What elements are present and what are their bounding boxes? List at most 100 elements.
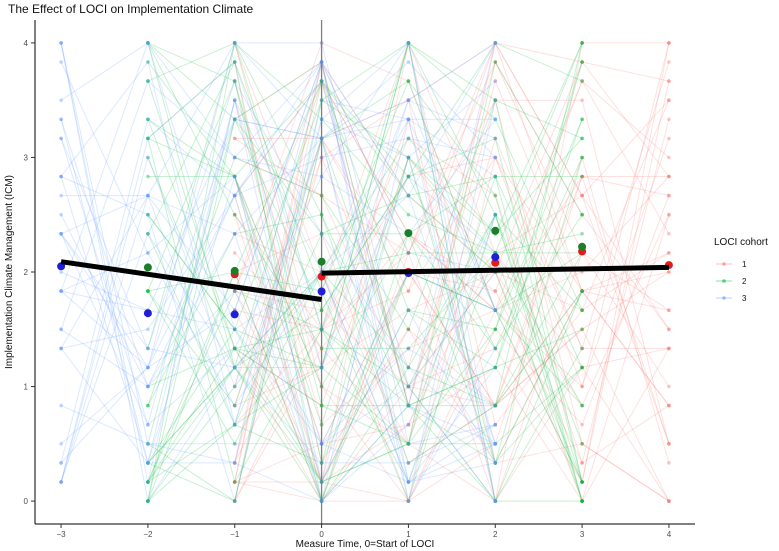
- trajectory-point-cohort-2: [580, 403, 584, 408]
- trajectory-point-cohort-3: [493, 461, 498, 465]
- trajectory-point-cohort-3: [493, 41, 498, 45]
- trajectory-line-cohort-2: [147, 61, 583, 483]
- trajectory-line-cohort-1: [234, 61, 670, 483]
- trajectory-point-cohort-3: [232, 155, 237, 160]
- trajectory-point-cohort-3: [146, 136, 150, 141]
- trajectory-point-cohort-2: [232, 365, 237, 370]
- trajectory-point-cohort-2: [493, 212, 498, 217]
- trajectory-point-cohort-3: [146, 422, 150, 427]
- trajectory-point-cohort-1: [406, 365, 411, 370]
- trajectory-point-cohort-1: [232, 289, 237, 293]
- mean-point-cohort-2: [230, 266, 239, 275]
- trajectory-point-cohort-3: [232, 174, 237, 179]
- trajectory-point-cohort-1: [232, 499, 237, 503]
- trajectory-point-cohort-3: [59, 461, 63, 465]
- trajectory-point-cohort-3: [59, 327, 63, 332]
- trajectory-point-cohort-2: [580, 41, 584, 45]
- trajectory-point-cohort-1: [406, 499, 411, 503]
- trajectory-point-cohort-2: [146, 461, 150, 465]
- trajectory-point-cohort-2: [406, 461, 411, 465]
- trajectory-line-cohort-3: [60, 60, 496, 464]
- trajectory-line-cohort-2: [147, 42, 583, 502]
- x-tick-label: 3: [580, 530, 585, 539]
- trajectory-point-cohort-3: [59, 442, 63, 446]
- trajectory-point-cohort-2: [146, 212, 150, 217]
- trajectory-point-cohort-1: [232, 174, 237, 179]
- trajectory-line-cohort-3: [60, 118, 496, 311]
- trajectory-point-cohort-1: [493, 41, 498, 45]
- trajectory-line-cohort-2: [147, 157, 583, 503]
- trajectory-point-cohort-3: [146, 251, 150, 255]
- y-ticks: 0 1 2 3 4: [24, 39, 35, 506]
- trajectory-point-cohort-3: [146, 193, 150, 198]
- mean-point-cohort-3: [491, 253, 500, 262]
- trajectory-point-cohort-1: [580, 442, 584, 446]
- trajectory-point-cohort-1: [493, 98, 498, 102]
- trajectory-point-cohort-3: [493, 346, 498, 351]
- trajectory-point-cohort-3: [232, 98, 237, 102]
- legend-title: LOCI cohort: [714, 237, 768, 248]
- trajectory-point-cohort-2: [146, 480, 150, 484]
- trajectory-line-cohort-2: [147, 117, 583, 502]
- trajectory-point-cohort-3: [406, 117, 411, 122]
- trajectory-point-cohort-1: [493, 60, 498, 64]
- trajectory-line-cohort-1: [234, 136, 669, 445]
- trajectory-point-cohort-3: [406, 117, 411, 122]
- trajectory-point-cohort-3: [493, 155, 498, 160]
- y-axis-label: Implementation Climate Management (ICM): [4, 175, 15, 369]
- trajectory-point-cohort-1: [406, 98, 411, 102]
- trajectory-point-cohort-1: [406, 499, 411, 503]
- trajectory-point-cohort-2: [580, 403, 584, 408]
- trajectory-point-cohort-1: [493, 98, 498, 102]
- trajectory-point-cohort-3: [493, 499, 498, 503]
- trajectory-line-cohort-3: [60, 137, 496, 445]
- trajectory-point-cohort-2: [146, 117, 150, 122]
- trajectory-point-cohort-2: [406, 193, 411, 198]
- trajectory-point-cohort-1: [667, 442, 671, 446]
- trajectory-point-cohort-1: [580, 308, 584, 313]
- trajectory-point-cohort-1: [667, 270, 671, 274]
- trajectory-point-cohort-1: [232, 480, 237, 484]
- trajectory-point-cohort-3: [493, 117, 498, 122]
- trajectory-line-cohort-2: [147, 42, 583, 349]
- trajectory-point-cohort-3: [406, 403, 411, 408]
- trajectory-line-cohort-1: [234, 80, 670, 292]
- trajectory-point-cohort-1: [406, 442, 411, 446]
- trajectory-point-cohort-3: [232, 79, 237, 83]
- trajectory-point-cohort-1: [232, 499, 237, 503]
- trajectory-point-cohort-2: [146, 232, 150, 236]
- trajectory-point-cohort-1: [580, 499, 584, 503]
- trajectory-point-cohort-3: [493, 174, 498, 179]
- trajectory-point-cohort-2: [146, 174, 150, 179]
- trajectory-point-cohort-1: [580, 289, 584, 293]
- trajectory-point-cohort-1: [580, 442, 584, 446]
- trajectory-point-cohort-2: [232, 365, 237, 370]
- trajectory-point-cohort-2: [146, 480, 150, 484]
- trajectory-line-cohort-1: [234, 42, 670, 426]
- trajectory-point-cohort-3: [146, 60, 150, 64]
- trajectory-point-cohort-2: [580, 60, 584, 64]
- trajectory-point-cohort-2: [232, 346, 237, 351]
- trajectory-point-cohort-3: [146, 232, 150, 236]
- trajectory-line-cohort-3: [60, 61, 496, 483]
- trajectory-point-cohort-3: [59, 60, 63, 64]
- trajectory-point-cohort-3: [493, 461, 498, 465]
- trajectory-line-cohort-1: [234, 155, 670, 464]
- trajectory-point-cohort-1: [580, 98, 584, 102]
- trajectory-line-cohort-2: [147, 136, 583, 407]
- trajectory-point-cohort-2: [406, 136, 411, 141]
- trajectory-point-cohort-3: [406, 98, 411, 102]
- trajectory-point-cohort-1: [406, 384, 411, 389]
- trajectory-point-cohort-1: [667, 346, 671, 351]
- trajectory-line-cohort-1: [234, 214, 670, 503]
- trajectory-point-cohort-2: [493, 212, 498, 217]
- trajectory-point-cohort-3: [59, 480, 63, 484]
- trajectory-point-cohort-2: [146, 136, 150, 141]
- x-axis-label: Measure Time, 0=Start of LOCI: [296, 539, 435, 550]
- trajectory-point-cohort-1: [493, 308, 498, 313]
- trajectory-line-cohort-2: [147, 80, 583, 350]
- trajectory-point-cohort-3: [232, 41, 237, 45]
- trajectory-point-cohort-3: [493, 442, 498, 446]
- trajectory-line-cohort-3: [60, 214, 496, 484]
- fitted-segments: [60, 259, 669, 302]
